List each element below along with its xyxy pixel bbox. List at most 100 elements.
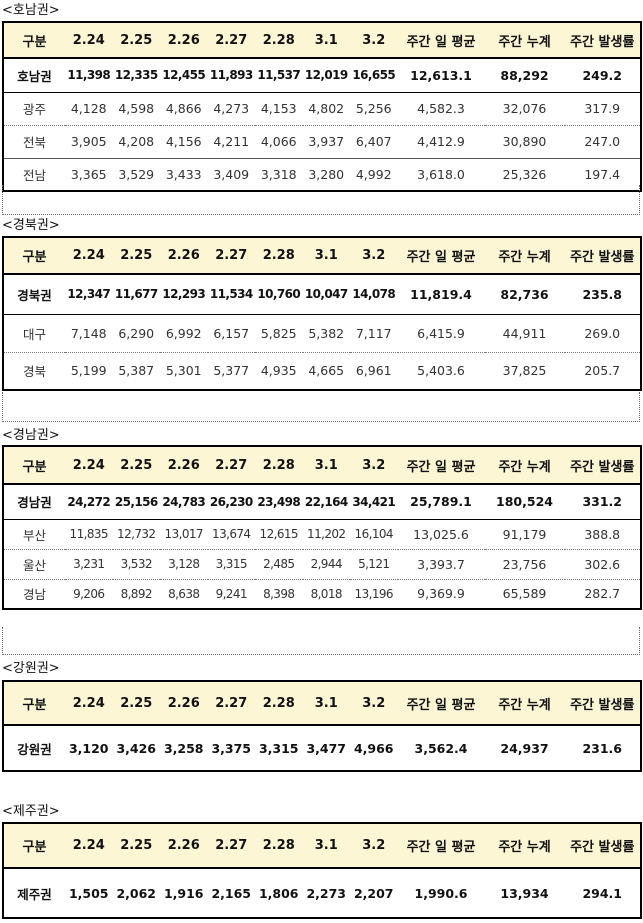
column-header: 주간 일 평균 [397, 446, 485, 485]
column-header: 3.2 [350, 823, 398, 869]
table-cell: 3,426 [116, 740, 157, 756]
table-cell: 12,732 [117, 527, 156, 541]
table-cell: 25,789.1 [397, 484, 485, 520]
table-cell: 3,409 [207, 157, 255, 191]
table-cell: 12,335 [112, 58, 160, 93]
table-cell: 4,665 [302, 351, 350, 390]
section-label: <경남권> [2, 428, 60, 443]
table-row: 전남 3,365 3,529 3,433 3,409 3,318 3,280 4,992 3,6… [3, 157, 641, 191]
region-table-2: 구분 2.24 2.25 2.26 2.27 2.28 3.1 3.2 주간 일 평균 주간 누계… [2, 445, 642, 610]
column-header: 3.2 [350, 681, 398, 726]
table-cell: 2,273 [306, 885, 347, 901]
column-header: 2.24 [65, 237, 113, 275]
table-cell: 3,562.4 [414, 740, 468, 756]
table-cell: 16,104 [354, 527, 394, 541]
region-name: 호남권 [3, 58, 65, 93]
table-cell: 12,455 [160, 58, 208, 93]
table-cell: 235.8 [564, 274, 641, 315]
table-cell: 4,412.9 [397, 124, 485, 158]
table-cell: 3,529 [112, 157, 160, 191]
column-header: 주간 일 평균 [397, 823, 485, 869]
table-cell: 1,505 [68, 885, 109, 901]
column-header: 구분 [3, 446, 65, 485]
table-cell: 4,066 [255, 124, 303, 158]
table-cell: 4,582.3 [417, 101, 465, 116]
column-header: 2.27 [207, 681, 255, 726]
column-header: 주간 일 평균 [397, 22, 485, 59]
table-cell: 4,153 [260, 101, 297, 116]
table-cell: 13,025.6 [413, 526, 469, 542]
table-cell: 5,377 [207, 351, 255, 390]
table-cell: 282.7 [564, 578, 641, 609]
column-header: 2.25 [112, 22, 160, 59]
table-cell: 91,179 [502, 526, 547, 542]
column-header: 주간 누계 [484, 681, 565, 726]
column-header: 2.26 [160, 446, 208, 485]
region-total-row: 경남권 24,272 25,156 24,783 26,230 23,498 22,164 3… [3, 484, 641, 520]
table-cell: 4,211 [207, 124, 255, 158]
column-header: 3.1 [302, 681, 350, 726]
table-row: 부산 11,835 12,732 13,017 13,674 12,615 11,202 16… [3, 519, 641, 549]
region-total-row: 제주권 1,505 2,062 1,916 2,165 1,806 2,273 2,207 1,… [3, 868, 641, 918]
table-cell: 34,421 [350, 484, 398, 520]
table-header-row: 구분 2.24 2.25 2.26 2.27 2.28 3.1 3.2 주간 일 평균 주간 누계… [3, 681, 641, 726]
column-header: 2.27 [207, 22, 255, 59]
column-header: 주간 발생률 [564, 22, 641, 59]
column-header: 구분 [3, 681, 65, 726]
table-cell: 11,398 [65, 58, 113, 93]
column-header: 2.27 [207, 823, 255, 869]
table-cell: 12,347 [65, 274, 113, 315]
table-cell: 26,230 [207, 484, 255, 520]
table-cell: 44,911 [502, 325, 547, 341]
table-cell: 3,937 [302, 124, 350, 158]
table-cell: 22,164 [302, 484, 350, 520]
table-cell: 30,890 [484, 124, 565, 158]
table-cell: 5,199 [65, 351, 113, 390]
table-cell: 3,532 [112, 548, 160, 579]
table-header-row: 구분 2.24 2.25 2.26 2.27 2.28 3.1 3.2 주간 일 평균 주간 누계… [3, 446, 641, 485]
table-cell: 4,935 [255, 351, 303, 390]
column-header: 2.26 [160, 22, 208, 59]
table-cell: 5,387 [112, 351, 160, 390]
table-cell: 88,292 [484, 58, 565, 93]
column-header: 2.26 [160, 681, 208, 726]
table-cell: 11,677 [112, 274, 160, 315]
column-header: 2.24 [65, 446, 113, 485]
table-cell: 13,196 [350, 578, 398, 609]
table-cell: 12,019 [302, 58, 350, 93]
region-total-row: 호남권 11,398 12,335 12,455 11,893 11,537 12,019 1… [3, 58, 641, 93]
table-cell: 7,148 [70, 325, 107, 341]
city-name: 광주 [22, 102, 46, 117]
column-header: 주간 발생률 [564, 237, 641, 275]
table-cell: 302.6 [564, 548, 641, 579]
table-row: 경남 9,206 8,892 8,638 9,241 8,398 8,018 13,196 9,… [3, 578, 641, 609]
table-cell: 5,121 [350, 548, 398, 579]
column-header: 2.28 [255, 681, 303, 726]
spacer-box [2, 392, 640, 422]
column-header: 구분 [3, 22, 65, 59]
table-cell: 5,256 [355, 101, 392, 116]
column-header: 2.28 [255, 823, 303, 869]
spacer-box [2, 627, 640, 655]
table-cell: 6,415.9 [417, 325, 465, 341]
table-cell: 12,293 [160, 274, 208, 315]
column-header: 3.2 [350, 446, 398, 485]
table-cell: 6,407 [350, 124, 398, 158]
table-cell: 2,944 [302, 548, 350, 579]
region-table-3: 구분 2.24 2.25 2.26 2.27 2.28 3.1 3.2 주간 일 평균 주간 누계… [2, 680, 642, 772]
column-header: 2.28 [255, 446, 303, 485]
column-header: 3.1 [302, 823, 350, 869]
section-label: <강원권> [2, 661, 60, 676]
region-total-row: 경북권 12,347 11,677 12,293 11,534 10,760 10,047 1… [3, 274, 641, 315]
table-cell: 6,961 [350, 351, 398, 390]
table-cell: 4,866 [165, 101, 202, 116]
table-cell: 11,893 [207, 58, 255, 93]
table-cell: 11,534 [207, 274, 255, 315]
table-cell: 3,433 [160, 157, 208, 191]
table-cell: 65,589 [484, 578, 565, 609]
table-cell: 13,017 [164, 527, 204, 541]
column-header: 2.27 [207, 237, 255, 275]
column-header: 주간 발생률 [564, 446, 641, 485]
table-cell: 2,207 [353, 885, 394, 901]
table-cell: 8,398 [255, 578, 303, 609]
